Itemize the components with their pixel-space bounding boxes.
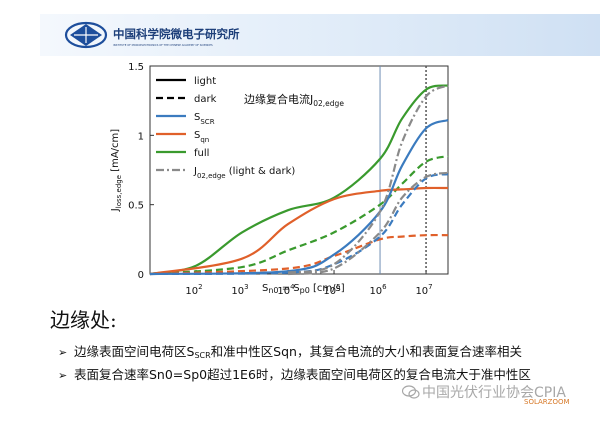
x-tick-label: 103: [231, 283, 248, 297]
series-line-sqn_dark: [149, 233, 449, 276]
y-tick-label: 1: [138, 131, 144, 142]
bullet-2: ➢ 表面复合速率Sn0=Sp0超过1E6时，边缘表面空间电荷区的复合电流大于准中性…: [58, 367, 531, 382]
y-tick-label: 0.5: [128, 201, 144, 212]
chart-annotation: 边缘复合电流J02,edge: [244, 92, 344, 108]
header-banner: 中国科学院微电子研究所 INSTITUTE OF MICROELECTRONIC…: [40, 14, 600, 56]
series-line-j02_light: [287, 84, 449, 274]
bullet-1: ➢ 边缘表面空间电荷区SSCR和准中性区Sqn，其复合电流的大小和表面复合速率相关: [58, 344, 522, 360]
legend-label: J02,edge (light & dark): [193, 166, 295, 180]
cas-logo-icon: [64, 21, 108, 49]
y-tick-label: 1.5: [128, 62, 144, 73]
org-name-en: INSTITUTE OF MICROELECTRONICS OF THE CHI…: [113, 43, 213, 47]
x-tick-label: 104: [277, 283, 295, 297]
series-line-j02_dark: [287, 171, 449, 276]
x-tick-label: 105: [323, 283, 340, 297]
x-tick-label: 106: [369, 283, 387, 297]
edge-current-chart: 0 0.5 1 1.5 102 103 104 105 106 107 light dark SSCR…: [110, 62, 449, 297]
wechat-icon: [402, 385, 420, 399]
bullet-marker-icon: ➢: [58, 346, 68, 359]
y-tick-label: 0: [138, 270, 144, 281]
legend-label: light: [194, 76, 216, 87]
legend-label: SSCR: [194, 112, 215, 126]
series-line-sqn_light: [149, 186, 449, 276]
legend-label: dark: [194, 94, 217, 105]
series-line-full_light: [149, 84, 449, 276]
series-line-full_dark: [149, 155, 449, 276]
series-line-sscr_dark: [149, 173, 449, 276]
x-tick-label: 102: [185, 283, 202, 297]
x-axis-label-html: Sn0 = Sp0 [cm/s]: [262, 283, 345, 295]
slide-heading: 边缘处:: [50, 308, 117, 332]
legend-label: Sqn: [194, 130, 209, 144]
bullet-marker-icon: ➢: [58, 369, 68, 382]
y-axis-label: Jloss,edge [mA/cm]: [110, 129, 123, 212]
watermark-small: SOLARZOOM: [524, 398, 570, 406]
watermark-text: 中国光伏行业协会CPIA: [422, 385, 566, 401]
legend-label: full: [194, 148, 209, 159]
org-name-cn: 中国科学院微电子研究所: [113, 27, 240, 41]
x-tick-label: 107: [415, 283, 432, 297]
